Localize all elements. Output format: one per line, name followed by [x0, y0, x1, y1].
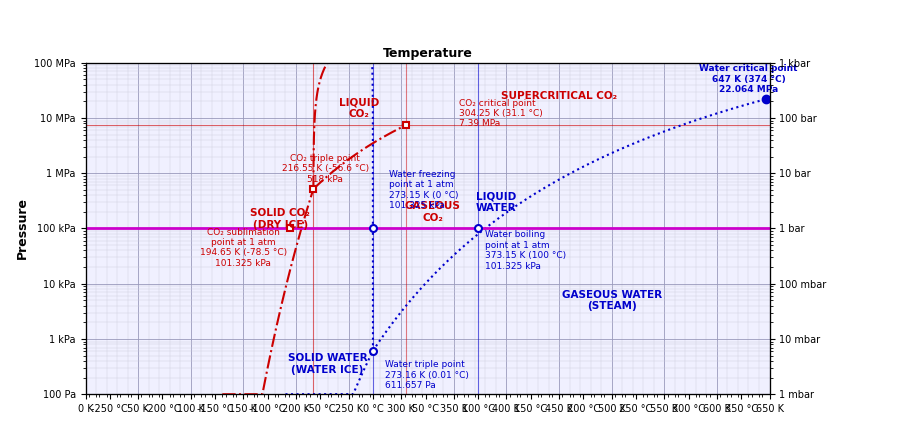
- X-axis label: Temperature: Temperature: [382, 47, 472, 60]
- Text: Water critical point
647 K (374 °C)
22.064 MPa: Water critical point 647 K (374 °C) 22.0…: [699, 65, 797, 94]
- Y-axis label: Pressure: Pressure: [15, 198, 29, 259]
- Text: GASEOUS
CO₂: GASEOUS CO₂: [405, 201, 461, 223]
- Text: LIQUID
WATER: LIQUID WATER: [475, 191, 517, 213]
- Text: CO₂ triple point
216.55 K (-56.6 °C)
518 kPa: CO₂ triple point 216.55 K (-56.6 °C) 518…: [282, 154, 369, 184]
- Text: Water boiling
point at 1 atm
373.15 K (100 °C)
101.325 kPa: Water boiling point at 1 atm 373.15 K (1…: [485, 230, 566, 271]
- Text: LIQUID
CO₂: LIQUID CO₂: [339, 98, 379, 119]
- Text: Water freezing
point at 1 atm
273.15 K (0 °C)
101.325 kPa: Water freezing point at 1 atm 273.15 K (…: [389, 170, 458, 210]
- Text: Water triple point
273.16 K (0.01 °C)
611.657 Pa: Water triple point 273.16 K (0.01 °C) 61…: [385, 361, 469, 390]
- Text: SOLID WATER
(WATER ICE): SOLID WATER (WATER ICE): [288, 353, 367, 375]
- Text: CO₂ sublimation
point at 1 atm
194.65 K (-78.5 °C)
101.325 kPa: CO₂ sublimation point at 1 atm 194.65 K …: [200, 228, 287, 268]
- Text: SUPERCRITICAL CO₂: SUPERCRITICAL CO₂: [501, 91, 617, 101]
- Text: CO₂ critical point
304.25 K (31.1 °C)
7.39 MPa: CO₂ critical point 304.25 K (31.1 °C) 7.…: [459, 99, 543, 129]
- Text: SOLID CO₂
(DRY ICE): SOLID CO₂ (DRY ICE): [250, 208, 310, 229]
- Text: GASEOUS WATER
(STEAM): GASEOUS WATER (STEAM): [562, 289, 662, 311]
